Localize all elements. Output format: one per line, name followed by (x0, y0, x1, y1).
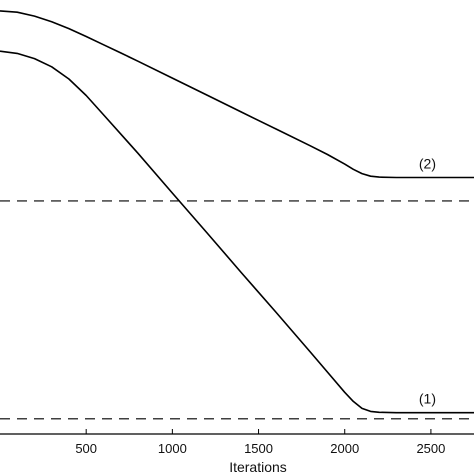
series-label: (1) (419, 391, 436, 407)
x-tick-label: 1500 (244, 441, 273, 456)
x-axis-title: Iterations (229, 459, 287, 474)
x-tick-label: 500 (75, 441, 97, 456)
series-labels: (2) (1) (419, 156, 436, 407)
series-group (0, 10, 474, 414)
reference-lines (0, 200, 474, 420)
x-tick-label: 2000 (330, 441, 359, 456)
series-line (0, 50, 474, 414)
series-line (0, 10, 474, 179)
series-label: (2) (419, 156, 436, 172)
x-tick-label: 2500 (416, 441, 445, 456)
x-tick-label: 1000 (158, 441, 187, 456)
x-axis: 500 1000 1500 2000 2500 (0, 429, 474, 456)
